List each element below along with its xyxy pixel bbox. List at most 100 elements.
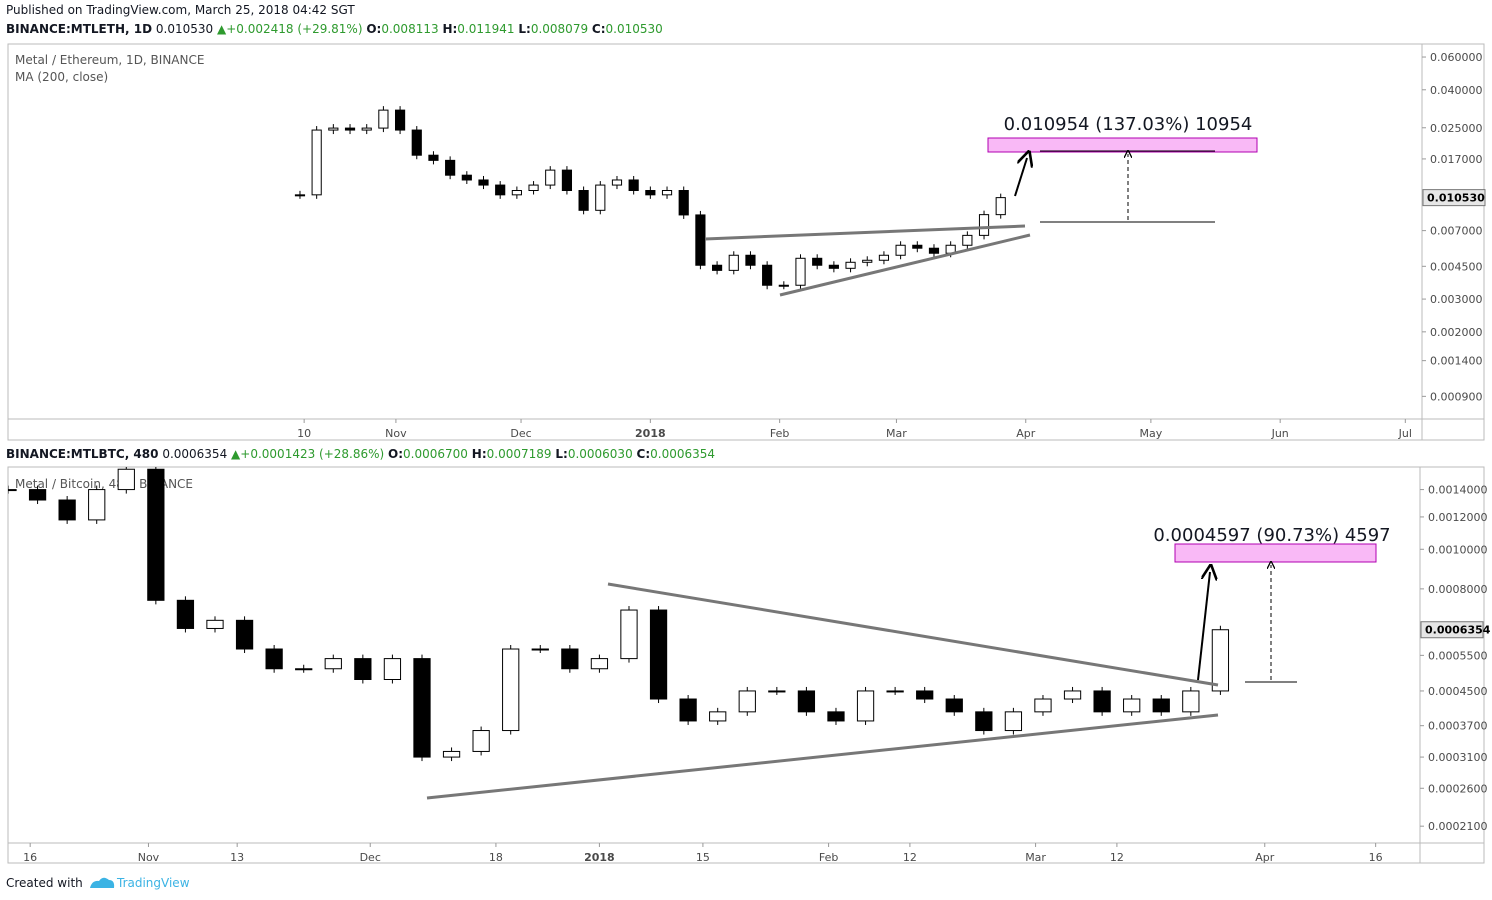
candle: [1093, 690, 1111, 713]
last-price-box: [1422, 189, 1486, 207]
change: +0.0001423 (+28.86%): [240, 447, 384, 461]
x-tick-label: May: [1140, 427, 1163, 440]
candle: [328, 127, 339, 131]
candle: [1182, 690, 1200, 713]
y-tick-label: 0.0008000: [1428, 583, 1488, 596]
plot: [8, 467, 1230, 762]
y-tick-label: 0.0003700: [1428, 720, 1488, 733]
x-tick-label: 18: [489, 851, 503, 864]
candle: [1034, 698, 1052, 713]
c-val: 0.0006354: [650, 447, 715, 461]
candle: [695, 214, 706, 266]
change: +0.002418 (+29.81%): [226, 22, 362, 36]
last-price-label: 0.010530: [1427, 192, 1485, 205]
trendline: [779, 233, 1031, 297]
candle: [394, 109, 406, 131]
c-val: 0.010530: [606, 22, 663, 36]
candle: [827, 711, 845, 722]
candle: [878, 254, 890, 261]
x-tick-label: Dec: [510, 427, 531, 440]
pane-title: Metal / Bitcoin, 480, BINANCE: [15, 477, 193, 491]
x-tick-label: 12: [903, 851, 917, 864]
last-price-label: 0.0006354: [1425, 624, 1491, 637]
candle: [561, 169, 573, 192]
candle: [344, 127, 356, 131]
o-key: O:: [366, 22, 381, 36]
candle: [206, 619, 224, 629]
candle: [528, 184, 539, 192]
price: 0.0006354: [162, 447, 227, 461]
candle: [311, 129, 322, 196]
candle: [768, 690, 786, 693]
candle: [962, 234, 973, 246]
trendline: [704, 224, 1026, 241]
legend: BINANCE:MTLBTC, 480 0.0006354 ▲+0.000142…: [6, 447, 715, 461]
candle: [354, 658, 372, 681]
candle: [461, 174, 472, 181]
candle: [912, 244, 923, 249]
candle: [795, 257, 806, 286]
candle: [1123, 698, 1141, 713]
trendline: [426, 713, 1219, 800]
legend: BINANCE:MTLETH, 1D 0.010530 ▲+0.002418 (…: [6, 22, 663, 36]
y-tick-label: 0.0012000: [1428, 511, 1488, 524]
candle: [578, 190, 589, 211]
candle: [428, 154, 439, 161]
drawings: 0.010954 (137.03%) 10954: [704, 114, 1258, 297]
h-key: H:: [442, 22, 457, 36]
candle: [628, 179, 639, 192]
candle: [916, 690, 934, 700]
y-tick-label: 0.004500: [1430, 260, 1483, 273]
candle: [8, 489, 17, 492]
brand[interactable]: TradingView: [116, 876, 190, 890]
y-tick-label: 0.060000: [1430, 51, 1483, 64]
candle: [611, 179, 623, 186]
x-tick-label: Mar: [1025, 851, 1046, 864]
candle: [383, 658, 402, 681]
l-key: L:: [555, 447, 567, 461]
candle: [324, 658, 342, 670]
y-tick-label: 0.0014000: [1428, 484, 1488, 497]
candle: [265, 648, 283, 670]
x-tick-label: 16: [1369, 851, 1383, 864]
x-tick-label: Dec: [360, 851, 381, 864]
candle: [595, 184, 606, 211]
h-key: H:: [472, 447, 487, 461]
pane-border: [7, 466, 1485, 864]
candle: [472, 730, 490, 752]
x-tick-label: Apr: [1016, 427, 1036, 440]
o-key: O:: [388, 447, 403, 461]
candle: [928, 247, 940, 254]
price: 0.010530: [156, 22, 213, 36]
candle: [1063, 690, 1082, 700]
candle: [661, 190, 673, 196]
up-icon: ▲: [231, 447, 241, 461]
l-val: 0.0006030: [568, 447, 633, 461]
candle: [147, 468, 165, 601]
l-key: L:: [518, 22, 530, 36]
x-tick-label: Apr: [1255, 851, 1275, 864]
last-price-box: [1420, 621, 1484, 639]
candle: [28, 489, 47, 501]
x-tick-label: 12: [1110, 851, 1124, 864]
candle: [945, 698, 963, 713]
target-box: [987, 137, 1258, 153]
trendline: [607, 582, 1219, 687]
x-tick-label: Feb: [819, 851, 838, 864]
c-key: C:: [637, 447, 651, 461]
plot: [294, 106, 1006, 290]
candle: [778, 284, 789, 287]
y-tick-label: 0.0005500: [1428, 649, 1488, 662]
x-tick-label: 13: [230, 851, 244, 864]
candle: [738, 690, 756, 713]
l-val: 0.008079: [531, 22, 588, 36]
candle: [445, 159, 456, 176]
candle: [649, 609, 668, 700]
candle: [745, 254, 756, 266]
candle: [495, 184, 506, 196]
candle: [88, 489, 106, 521]
h-val: 0.011941: [457, 22, 514, 36]
x-tick-label: 16: [23, 851, 37, 864]
x-tick-label: Nov: [138, 851, 160, 864]
candle: [886, 690, 904, 693]
